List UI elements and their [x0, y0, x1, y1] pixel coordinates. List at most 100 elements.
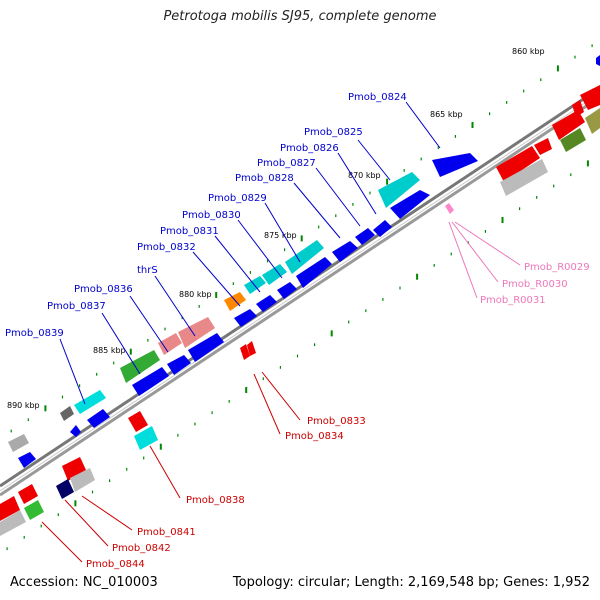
rna-R0029[interactable] — [445, 203, 454, 214]
gene-0828[interactable] — [332, 241, 358, 262]
gene-0839[interactable] — [87, 409, 110, 428]
label-R0031[interactable]: Pmob_R0031 — [480, 295, 546, 306]
map-title: Petrotoga mobilis SJ95, complete genome — [163, 9, 437, 24]
leader-0842 — [64, 499, 109, 547]
label-0838[interactable]: Pmob_0838 — [186, 495, 245, 506]
leader-0834 — [253, 373, 281, 435]
leader-0838 — [149, 445, 181, 499]
gene-0831[interactable] — [256, 295, 277, 312]
category-pink-2 — [158, 333, 182, 355]
category-olive — [585, 108, 600, 134]
gene-0832[interactable] — [234, 309, 257, 327]
gene-0825[interactable] — [390, 190, 430, 219]
gene-0836[interactable] — [167, 355, 191, 375]
leader-0826 — [337, 152, 377, 215]
scale-890: 890 kbp — [7, 401, 40, 410]
gene-0838-cyan[interactable] — [134, 426, 158, 450]
label-thrS[interactable]: thrS — [137, 265, 158, 276]
gene-thrS[interactable] — [188, 333, 224, 362]
accession-text: Accession: NC_010003 — [10, 575, 158, 590]
category-red-top — [580, 85, 600, 110]
gene-0821-rev[interactable] — [534, 138, 552, 155]
category-cyan-1 — [378, 172, 420, 208]
gene-0834[interactable] — [247, 341, 256, 356]
leader-thrS — [154, 275, 196, 337]
leader-0836 — [129, 295, 169, 353]
leader-lines — [41, 101, 521, 563]
gene-0845[interactable] — [0, 496, 20, 521]
scale-markers: 860 kbp 865 kbp 870 kbp 875 kbp 880 kbp … — [7, 47, 545, 410]
leader-0844 — [41, 521, 83, 563]
forward-strand-genes — [18, 55, 600, 468]
leader-0831 — [214, 235, 261, 293]
label-0826[interactable]: Pmob_0826 — [280, 143, 339, 154]
gene-0843[interactable] — [18, 452, 36, 468]
label-0837[interactable]: Pmob_0837 — [47, 301, 106, 312]
label-0828[interactable]: Pmob_0828 — [235, 173, 294, 184]
label-R0030[interactable]: Pmob_R0030 — [502, 279, 568, 290]
label-0844[interactable]: Pmob_0844 — [86, 559, 145, 570]
gene-0823-rev[interactable] — [572, 100, 584, 117]
label-0839[interactable]: Pmob_0839 — [5, 328, 64, 339]
gene-0844-green[interactable] — [24, 500, 44, 520]
leader-0841 — [81, 495, 133, 531]
gene-0845-gray[interactable] — [0, 510, 26, 536]
label-0825[interactable]: Pmob_0825 — [304, 127, 363, 138]
label-0830[interactable]: Pmob_0830 — [182, 210, 241, 221]
scale-870: 870 kbp — [348, 171, 381, 180]
leader-0827 — [315, 167, 361, 227]
leader-0833 — [261, 371, 301, 421]
gene-0833[interactable] — [240, 344, 250, 360]
reverse-labels: Pmob_0833 Pmob_0834 Pmob_0838 Pmob_0841 … — [86, 416, 366, 570]
leader-0837 — [101, 312, 141, 375]
gene-0844[interactable] — [18, 484, 38, 504]
gene-0837[interactable] — [132, 367, 169, 396]
gene-0829[interactable] — [296, 257, 332, 288]
tick-track-inner — [6, 160, 589, 551]
gene-0824[interactable] — [432, 153, 478, 177]
leader-R0030 — [451, 221, 499, 283]
scale-875: 875 kbp — [264, 231, 297, 240]
scale-860: 860 kbp — [512, 47, 545, 56]
leader-0830 — [237, 219, 283, 279]
gene-0842[interactable] — [56, 479, 74, 499]
gene-0841[interactable] — [62, 457, 86, 481]
category-cyan-3 — [262, 264, 287, 285]
label-0842[interactable]: Pmob_0842 — [112, 543, 171, 554]
label-0827[interactable]: Pmob_0827 — [257, 158, 316, 169]
category-cyan-2 — [285, 240, 324, 274]
leader-0828 — [293, 182, 341, 239]
gene-0841-gray[interactable] — [70, 468, 95, 492]
scale-880: 880 kbp — [179, 290, 212, 299]
label-0833[interactable]: Pmob_0833 — [307, 416, 366, 427]
gene-0830[interactable] — [277, 282, 297, 299]
category-track — [8, 85, 600, 452]
leader-0824 — [405, 101, 441, 149]
gene-0827[interactable] — [355, 228, 375, 245]
gene-gray-rev[interactable] — [500, 159, 548, 196]
genome-summary: Topology: circular; Length: 2,169,548 bp… — [232, 575, 590, 590]
leader-0829 — [264, 202, 301, 263]
label-0824[interactable]: Pmob_0824 — [348, 92, 407, 103]
label-R0029[interactable]: Pmob_R0029 — [524, 262, 590, 273]
label-0836[interactable]: Pmob_0836 — [74, 284, 133, 295]
gene-0820-rev[interactable] — [496, 146, 540, 182]
label-0831[interactable]: Pmob_0831 — [160, 226, 219, 237]
category-gray-1 — [60, 406, 74, 421]
scale-885: 885 kbp — [93, 346, 126, 355]
label-0841[interactable]: Pmob_0841 — [137, 527, 196, 538]
label-0829[interactable]: Pmob_0829 — [208, 193, 267, 204]
gene-0838[interactable] — [128, 411, 148, 432]
category-pink-1 — [178, 317, 215, 348]
gene-0826[interactable] — [373, 220, 392, 237]
label-0834[interactable]: Pmob_0834 — [285, 431, 344, 442]
gene-green-rev[interactable] — [560, 128, 586, 152]
gene-0822-rev[interactable] — [552, 110, 585, 140]
gene-0820[interactable] — [596, 55, 600, 66]
rna-labels: Pmob_R0029 Pmob_R0030 Pmob_R0031 — [480, 262, 590, 306]
label-0832[interactable]: Pmob_0832 — [137, 242, 196, 253]
scale-865: 865 kbp — [430, 110, 463, 119]
category-cyan-5 — [74, 390, 106, 414]
gene-0840[interactable] — [70, 425, 81, 437]
